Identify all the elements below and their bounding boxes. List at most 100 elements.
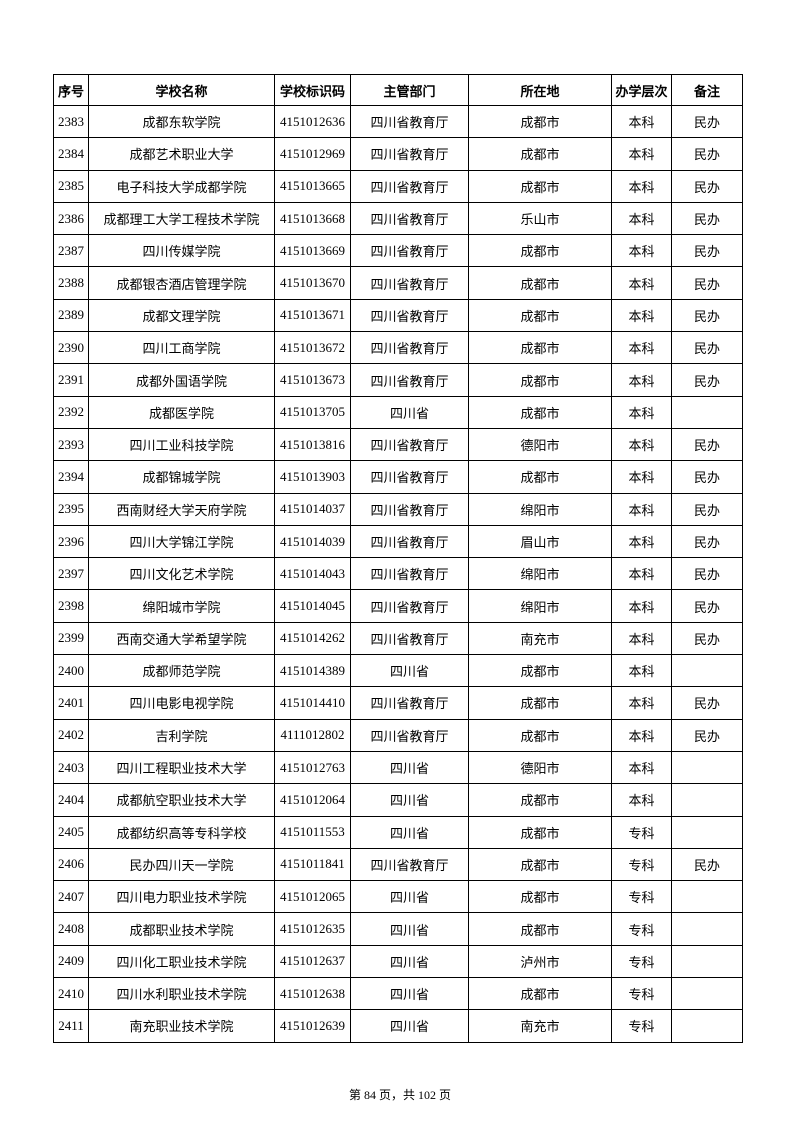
table-cell: 专科 <box>611 847 672 882</box>
table-row: 2405 成都纺织高等专科学校 4151011553 四川省 成都市 专科 <box>53 815 743 849</box>
table-cell: 四川省教育厅 <box>350 847 469 882</box>
table-cell: 四川省 <box>350 977 469 1011</box>
table-cell <box>671 654 743 688</box>
table-cell: 2390 <box>53 331 89 365</box>
table-cell: 专科 <box>611 1009 672 1043</box>
table-cell: 西南财经大学天府学院 <box>88 492 275 526</box>
table-cell: 本科 <box>611 363 672 397</box>
table-cell: 4151012638 <box>274 977 351 1011</box>
table-cell: 民办 <box>671 557 743 591</box>
table-cell: 本科 <box>611 621 672 656</box>
table-row: 2404 成都航空职业技术大学 4151012064 四川省 成都市 本科 <box>53 783 743 817</box>
table-cell: 四川省教育厅 <box>350 298 469 333</box>
table-row: 2411 南充职业技术学院 4151012639 四川省 南充市 专科 <box>53 1009 743 1043</box>
table-cell: 2411 <box>53 1009 89 1043</box>
table-cell: 德阳市 <box>468 427 612 462</box>
table-cell: 2383 <box>53 104 89 139</box>
table-cell: 2404 <box>53 783 89 817</box>
table-cell: 2400 <box>53 654 89 688</box>
table-cell: 成都市 <box>468 298 612 333</box>
table-cell: 泸州市 <box>468 944 612 979</box>
table-cell: 民办 <box>671 266 743 300</box>
table-cell: 4151012639 <box>274 1009 351 1043</box>
table-cell: 本科 <box>611 460 672 494</box>
table-cell: 2401 <box>53 686 89 720</box>
table-cell: 四川省教育厅 <box>350 266 469 300</box>
table-cell: 专科 <box>611 977 672 1011</box>
table-row: 2387 四川传媒学院 4151013669 四川省教育厅 成都市 本科 民办 <box>53 234 743 268</box>
header-cell: 办学层次 <box>611 74 672 106</box>
table-cell: 2402 <box>53 718 89 752</box>
table-row: 2396 四川大学锦江学院 4151014039 四川省教育厅 眉山市 本科 民办 <box>53 524 743 559</box>
table-cell: 2406 <box>53 847 89 882</box>
table-cell: 四川省 <box>350 944 469 979</box>
table-cell: 4151012763 <box>274 750 351 785</box>
table-cell: 4151013705 <box>274 395 351 429</box>
table-cell: 四川省 <box>350 783 469 817</box>
table-cell: 本科 <box>611 750 672 785</box>
table-cell: 成都市 <box>468 331 612 365</box>
table-cell: 4151012636 <box>274 104 351 139</box>
table-cell: 4151013816 <box>274 427 351 462</box>
table-cell: 成都市 <box>468 137 612 171</box>
header-cell: 序号 <box>53 74 89 106</box>
table-cell: 本科 <box>611 589 672 623</box>
table-row: 2407 四川电力职业技术学院 4151012065 四川省 成都市 专科 <box>53 880 743 914</box>
table-cell: 成都市 <box>468 686 612 720</box>
table-cell: 电子科技大学成都学院 <box>88 169 275 203</box>
table-body: 2383 成都东软学院 4151012636 四川省教育厅 成都市 本科 民办 2384 成都艺… <box>53 104 743 1043</box>
table-cell: 本科 <box>611 201 672 236</box>
table-cell: 成都锦城学院 <box>88 460 275 494</box>
table-row: 2398 绵阳城市学院 4151014045 四川省教育厅 绵阳市 本科 民办 <box>53 589 743 623</box>
table-cell: 2396 <box>53 524 89 559</box>
table-row: 2389 成都文理学院 4151013671 四川省教育厅 成都市 本科 民办 <box>53 298 743 333</box>
header-cell: 学校名称 <box>88 74 275 106</box>
table-cell: 民办 <box>671 298 743 333</box>
table-row: 2401 四川电影电视学院 4151014410 四川省教育厅 成都市 本科 民办 <box>53 686 743 720</box>
table-cell: 民办 <box>671 137 743 171</box>
table-cell: 成都纺织高等专科学校 <box>88 815 275 849</box>
table-cell: 2385 <box>53 169 89 203</box>
table-cell: 民办 <box>671 363 743 397</box>
table-cell: 4151014043 <box>274 557 351 591</box>
table-cell: 四川省教育厅 <box>350 137 469 171</box>
table-cell: 2386 <box>53 201 89 236</box>
table-cell: 四川省教育厅 <box>350 234 469 268</box>
table-cell: 成都市 <box>468 104 612 139</box>
school-table: 序号 学校名称 学校标识码 主管部门 所在地 办学层次 备注 2383 成都东软学院 41510… <box>53 74 743 1043</box>
table-row: 2409 四川化工职业技术学院 4151012637 四川省 泸州市 专科 <box>53 944 743 979</box>
table-cell <box>671 750 743 785</box>
table-row: 2384 成都艺术职业大学 4151012969 四川省教育厅 成都市 本科 民办 <box>53 137 743 171</box>
table-cell: 2387 <box>53 234 89 268</box>
table-cell: 四川电影电视学院 <box>88 686 275 720</box>
table-cell: 成都东软学院 <box>88 104 275 139</box>
table-cell: 4151012635 <box>274 912 351 946</box>
table-cell: 民办 <box>671 234 743 268</box>
table-cell <box>671 1009 743 1043</box>
table-cell: 4151014389 <box>274 654 351 688</box>
table-cell: 吉利学院 <box>88 718 275 752</box>
table-cell: 2394 <box>53 460 89 494</box>
table-cell: 四川大学锦江学院 <box>88 524 275 559</box>
table-cell <box>671 395 743 429</box>
table-cell: 2384 <box>53 137 89 171</box>
table-cell: 本科 <box>611 137 672 171</box>
table-row: 2397 四川文化艺术学院 4151014043 四川省教育厅 绵阳市 本科 民办 <box>53 557 743 591</box>
table-cell: 四川省 <box>350 1009 469 1043</box>
table-cell: 成都市 <box>468 169 612 203</box>
table-cell: 2397 <box>53 557 89 591</box>
table-row: 2403 四川工程职业技术大学 4151012763 四川省 德阳市 本科 <box>53 750 743 785</box>
table-cell: 民办 <box>671 201 743 236</box>
table-cell: 民办 <box>671 331 743 365</box>
table-cell: 专科 <box>611 912 672 946</box>
table-cell: 本科 <box>611 557 672 591</box>
table-cell: 2391 <box>53 363 89 397</box>
table-cell: 眉山市 <box>468 524 612 559</box>
table-cell: 民办 <box>671 621 743 656</box>
table-cell <box>671 783 743 817</box>
table-cell: 成都市 <box>468 395 612 429</box>
table-cell: 四川省教育厅 <box>350 201 469 236</box>
table-cell: 民办 <box>671 427 743 462</box>
table-cell: 绵阳市 <box>468 557 612 591</box>
table-cell: 德阳市 <box>468 750 612 785</box>
